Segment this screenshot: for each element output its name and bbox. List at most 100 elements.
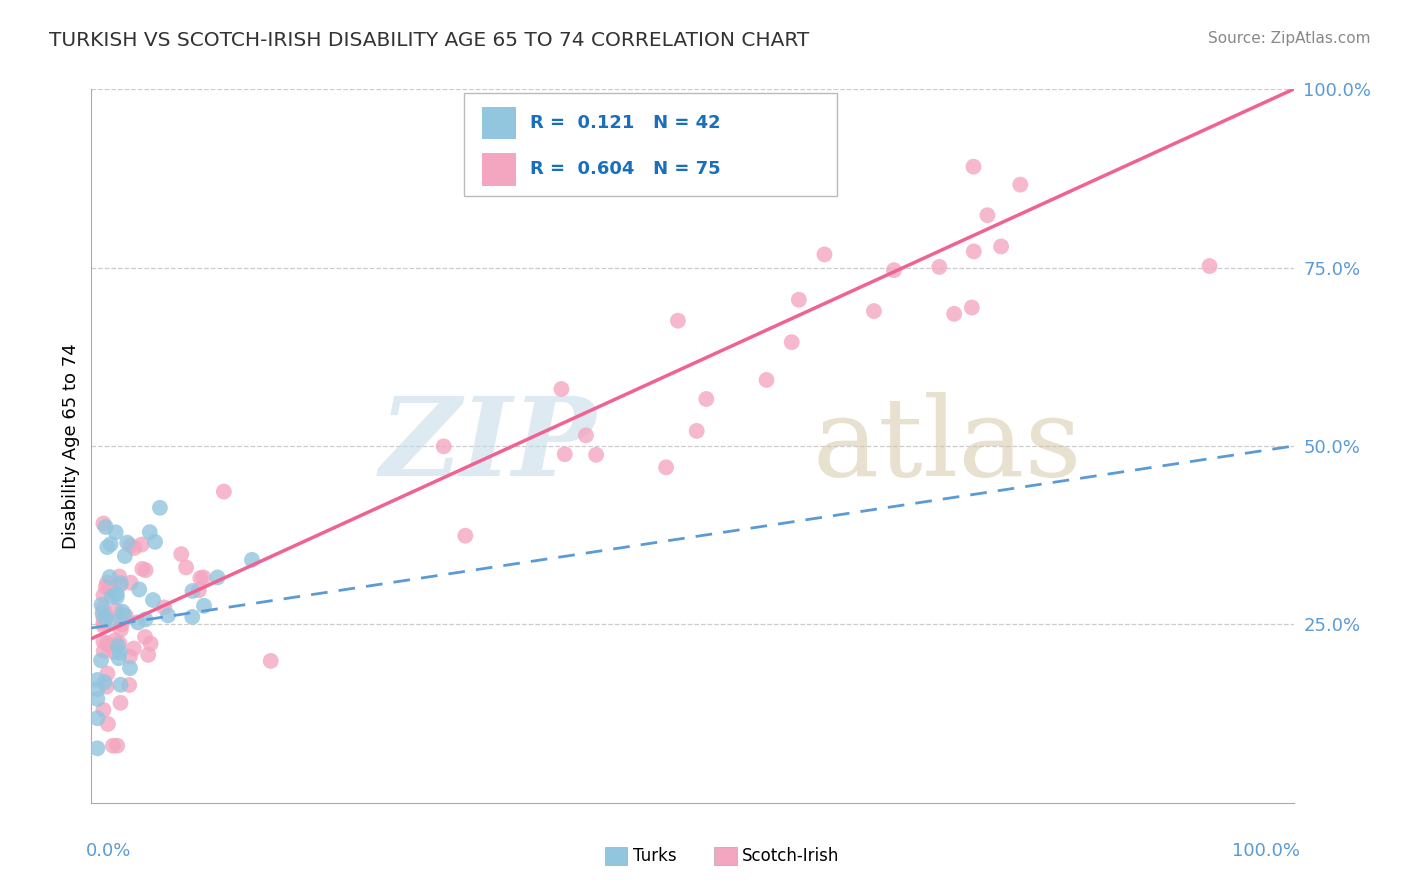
- Point: [93, 675, 115, 690]
- Point: [139, 525, 162, 540]
- Point: [93, 634, 115, 648]
- Point: [128, 582, 150, 597]
- Point: [120, 539, 142, 553]
- Point: [1198, 259, 1220, 273]
- Point: [107, 651, 129, 665]
- Point: [97, 639, 120, 653]
- Point: [190, 571, 212, 585]
- Point: [110, 696, 132, 710]
- Text: Turks: Turks: [633, 847, 676, 865]
- Point: [134, 630, 156, 644]
- Point: [114, 608, 136, 623]
- Point: [94, 580, 117, 594]
- Point: [187, 583, 209, 598]
- Point: [240, 553, 263, 567]
- Point: [100, 590, 122, 604]
- Point: [1010, 178, 1032, 192]
- FancyBboxPatch shape: [482, 153, 516, 186]
- Point: [98, 580, 121, 594]
- Point: [550, 382, 572, 396]
- Text: Scotch-Irish: Scotch-Irish: [742, 847, 839, 865]
- Point: [111, 605, 134, 619]
- Point: [86, 673, 108, 687]
- Point: [110, 576, 132, 591]
- Point: [96, 680, 118, 694]
- Point: [93, 589, 115, 603]
- Point: [943, 307, 966, 321]
- Point: [554, 447, 576, 461]
- Point: [142, 593, 165, 607]
- Point: [104, 633, 127, 648]
- Point: [105, 604, 128, 618]
- Point: [94, 520, 117, 534]
- Point: [695, 392, 717, 406]
- Point: [207, 570, 229, 584]
- Point: [260, 654, 283, 668]
- Point: [666, 314, 689, 328]
- Point: [93, 516, 115, 531]
- Point: [120, 575, 142, 590]
- Point: [108, 569, 131, 583]
- Point: [181, 610, 204, 624]
- Point: [883, 263, 905, 277]
- Point: [124, 541, 146, 555]
- Point: [112, 607, 135, 622]
- Point: [131, 537, 153, 551]
- Point: [755, 373, 778, 387]
- Point: [122, 641, 145, 656]
- Point: [108, 646, 131, 660]
- Point: [107, 639, 129, 653]
- Point: [181, 584, 204, 599]
- Point: [655, 460, 678, 475]
- Point: [454, 529, 477, 543]
- Text: ZIP: ZIP: [380, 392, 596, 500]
- Point: [118, 649, 141, 664]
- Point: [105, 739, 128, 753]
- Point: [97, 717, 120, 731]
- Point: [105, 587, 128, 601]
- Point: [93, 615, 115, 630]
- Point: [111, 617, 134, 632]
- Point: [156, 608, 179, 623]
- Point: [134, 612, 156, 626]
- Point: [103, 645, 125, 659]
- Point: [575, 428, 598, 442]
- Point: [93, 618, 115, 632]
- Point: [90, 598, 112, 612]
- Point: [212, 484, 235, 499]
- Point: [118, 678, 141, 692]
- FancyBboxPatch shape: [464, 93, 837, 196]
- Point: [143, 534, 166, 549]
- Text: Source: ZipAtlas.com: Source: ZipAtlas.com: [1208, 31, 1371, 46]
- Point: [90, 653, 112, 667]
- Point: [135, 563, 157, 577]
- Point: [131, 562, 153, 576]
- Point: [96, 636, 118, 650]
- Point: [193, 570, 215, 584]
- Point: [96, 540, 118, 554]
- Point: [153, 600, 176, 615]
- Point: [990, 239, 1012, 253]
- Point: [170, 547, 193, 561]
- Point: [174, 560, 197, 574]
- Point: [94, 611, 117, 625]
- Text: R =  0.604   N = 75: R = 0.604 N = 75: [530, 161, 721, 178]
- Text: R =  0.121   N = 42: R = 0.121 N = 42: [530, 114, 721, 132]
- Point: [928, 260, 950, 274]
- Point: [787, 293, 810, 307]
- Point: [86, 692, 108, 706]
- Point: [105, 590, 128, 604]
- Point: [100, 537, 122, 551]
- Point: [585, 448, 607, 462]
- Point: [104, 525, 127, 540]
- Point: [976, 208, 998, 222]
- Point: [960, 301, 983, 315]
- Point: [96, 666, 118, 681]
- Point: [193, 599, 215, 613]
- Text: atlas: atlas: [813, 392, 1083, 500]
- Point: [115, 535, 138, 549]
- Point: [118, 661, 141, 675]
- Point: [93, 703, 115, 717]
- Point: [114, 549, 136, 563]
- Point: [963, 244, 986, 259]
